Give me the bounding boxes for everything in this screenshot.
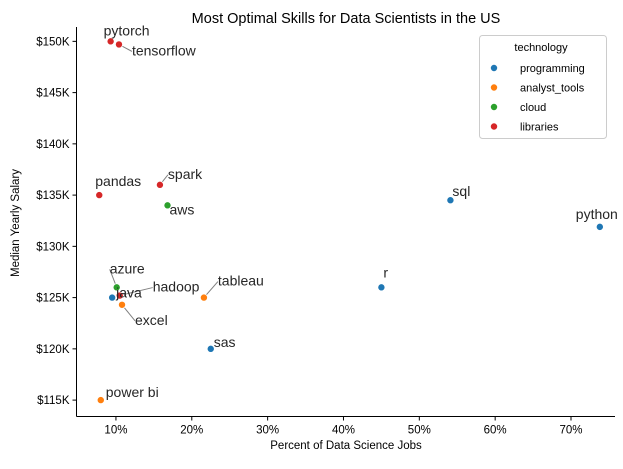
data-point-sql (446, 196, 455, 205)
legend-marker (489, 64, 498, 73)
data-point-python (595, 222, 604, 231)
data-point-power-bi (96, 396, 105, 405)
data-point-pytorch (106, 37, 115, 46)
data-point-r (377, 283, 386, 292)
y-tick-label: $145K (36, 88, 70, 100)
x-axis-label: Percent of Data Science Jobs (270, 440, 422, 452)
x-ticks: 10% 20% 30% 40% 50% 60% 70% (104, 416, 583, 437)
legend-title: technology (514, 42, 568, 54)
x-tick-label: 60% (484, 425, 507, 437)
legend-marker (489, 122, 498, 131)
legend-entry-label: analyst_tools (520, 83, 585, 95)
data-point-tableau (199, 293, 208, 302)
y-tick-label: $140K (36, 139, 70, 151)
label-connector (119, 287, 153, 297)
data-point-pandas (95, 191, 104, 200)
x-tick-label: 50% (408, 425, 431, 437)
y-tick-label: $125K (36, 293, 70, 305)
legend-marker (489, 103, 498, 112)
x-tick-label: 30% (256, 425, 279, 437)
point-label: tableau (218, 273, 264, 289)
data-point-hadoop (115, 291, 124, 300)
chart-title: Most Optimal Skills for Data Scientists … (192, 11, 501, 27)
y-tick-label: $135K (36, 190, 70, 202)
legend-entry-label: programming (520, 63, 585, 75)
point-label: java (115, 285, 142, 301)
data-point-excel (118, 300, 127, 309)
y-ticks: $115K $120K $125K $130K $135K $140K $145K $150K (36, 36, 77, 407)
point-label: spark (168, 166, 203, 182)
data-point-tensorflow (114, 40, 123, 49)
point-label: excel (135, 312, 168, 328)
point-label: power bi (106, 384, 159, 400)
point-label: aws (170, 201, 195, 217)
point-label: r (383, 264, 388, 280)
point-label: hadoop (153, 279, 200, 295)
point-label: tensorflow (132, 42, 197, 58)
x-tick-label: 40% (332, 425, 355, 437)
y-tick-label: $130K (36, 241, 70, 253)
point-label: pandas (95, 173, 141, 189)
data-point-azure (112, 283, 121, 292)
legend: technology programming analyst_toolscloud… (479, 35, 607, 139)
point-label: azure (110, 260, 145, 276)
data-points (95, 37, 604, 405)
point-label: sas (214, 334, 236, 350)
y-tick-label: $150K (36, 36, 70, 48)
x-tick-label: 20% (180, 425, 203, 437)
point-label: python (576, 206, 618, 222)
data-point-spark (155, 180, 164, 189)
data-point-aws (163, 201, 172, 210)
data-point-java (108, 293, 117, 302)
y-axis-label: Median Yearly Salary (10, 169, 22, 277)
legend-frame (479, 35, 607, 139)
point-label: sql (452, 183, 470, 199)
legend-entry-label: libraries (520, 122, 559, 134)
x-tick-label: 10% (104, 425, 127, 437)
y-tick-label: $115K (37, 395, 70, 407)
x-tick-label: 70% (559, 425, 582, 437)
point-labels: python sql r sas java tableau excel power bi aws… (95, 22, 618, 400)
y-tick-label: $120K (36, 344, 70, 356)
data-point-sas (206, 344, 215, 353)
point-label: pytorch (104, 22, 150, 38)
legend-entry-label: cloud (520, 102, 546, 114)
legend-marker (489, 83, 498, 92)
